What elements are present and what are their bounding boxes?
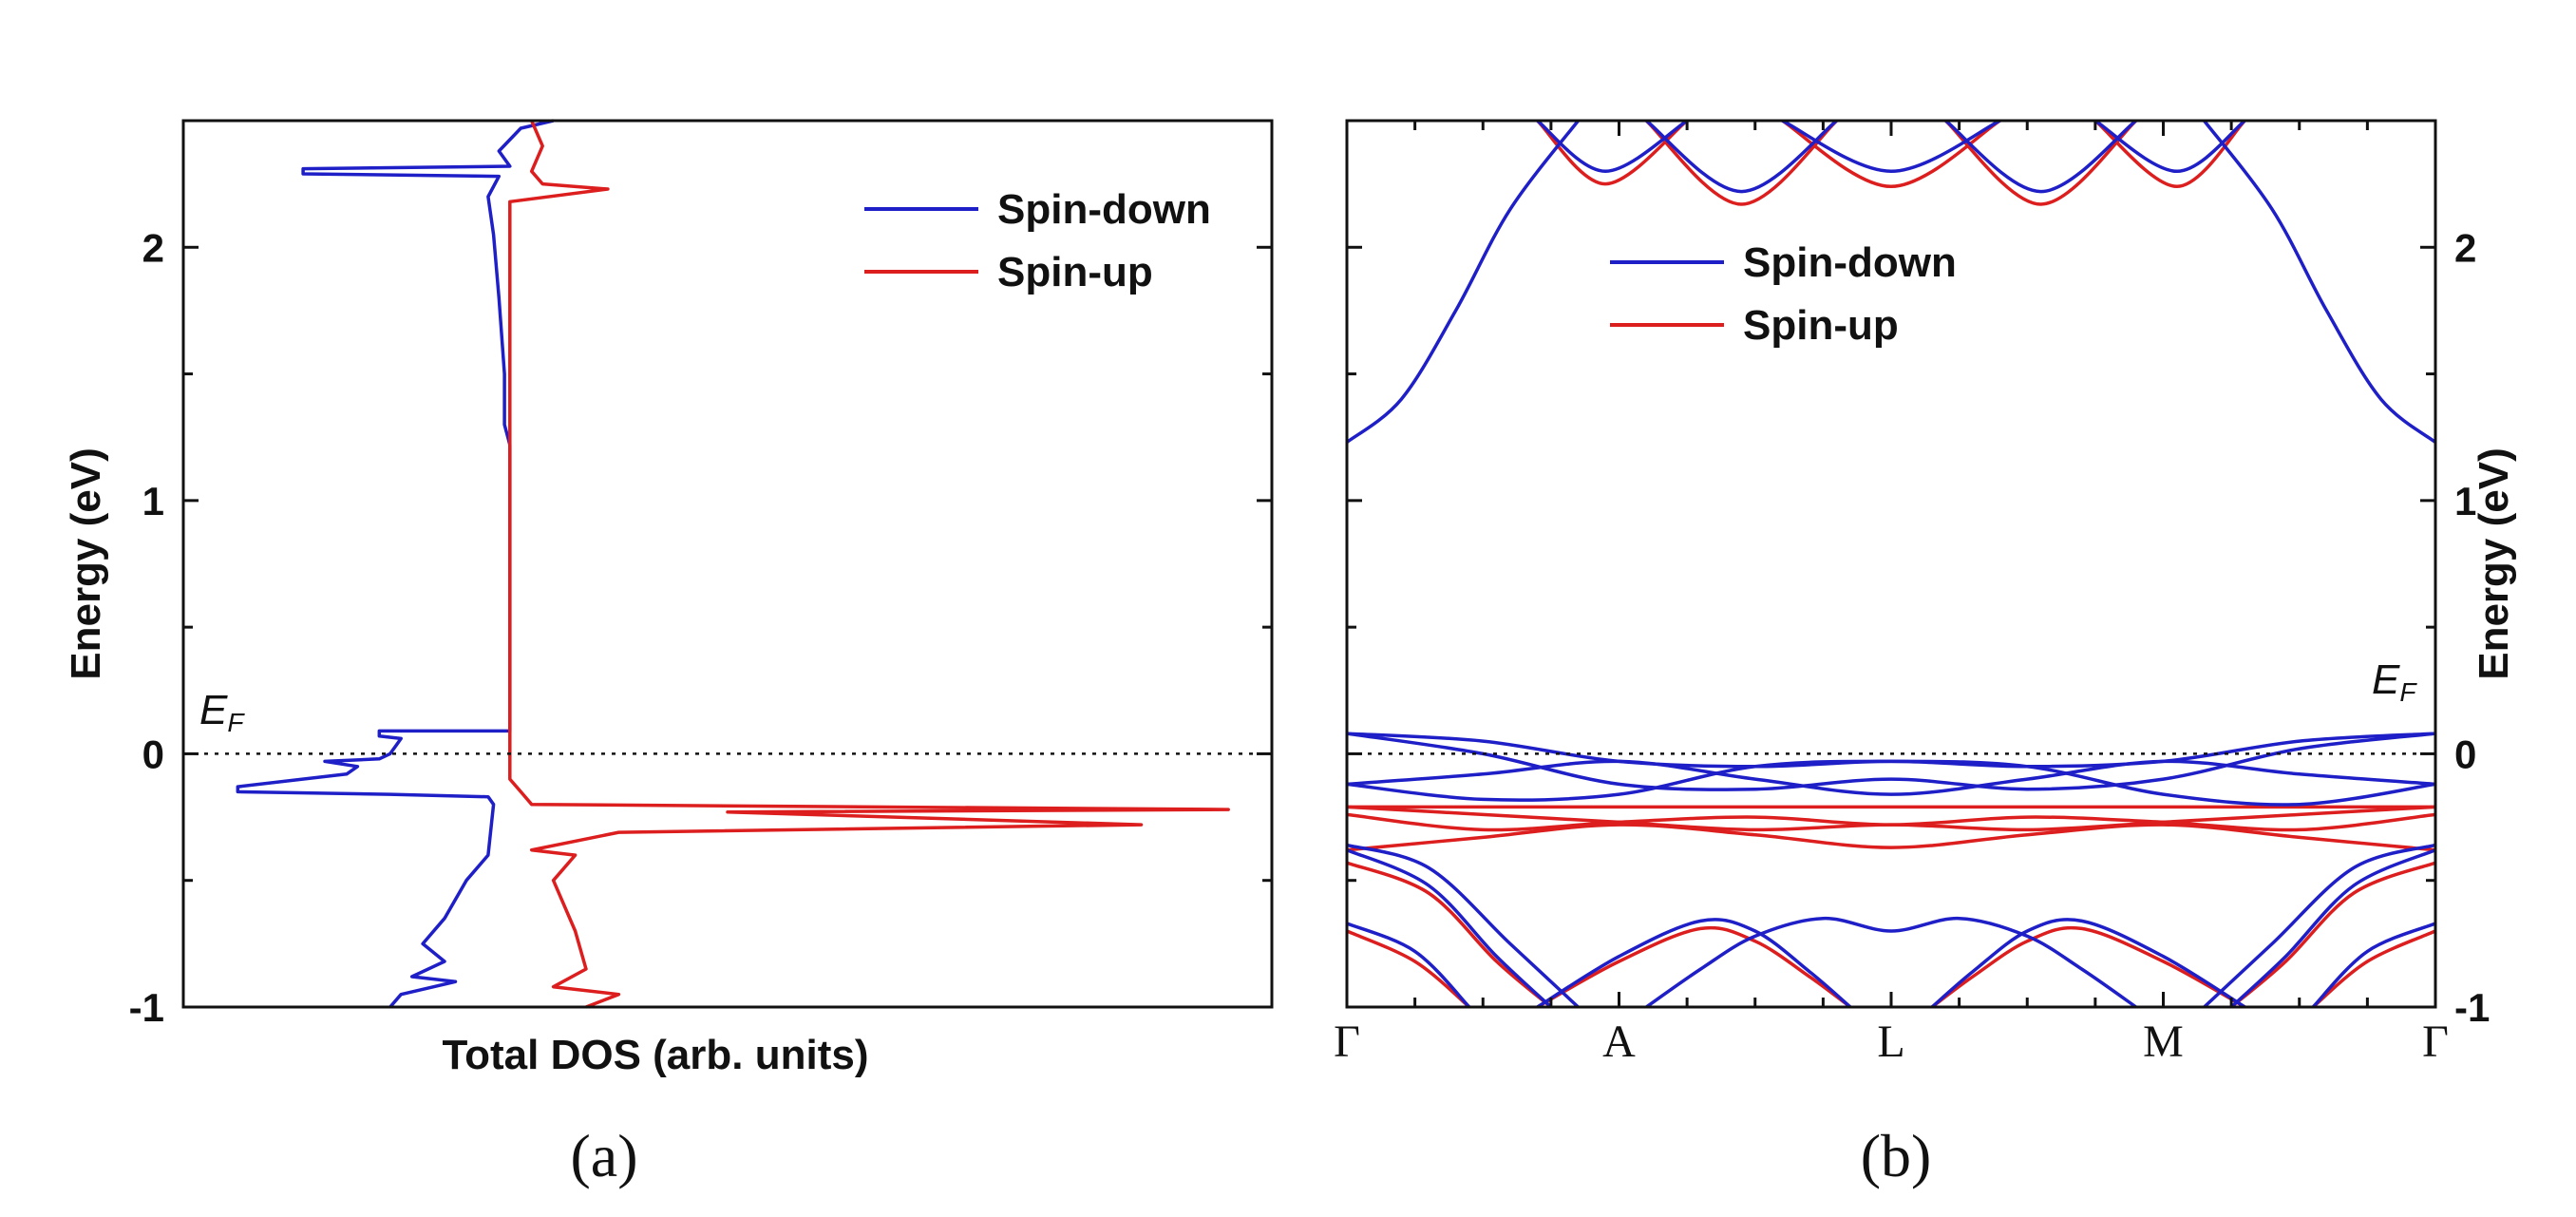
legend-label: Spin-up (1743, 302, 1899, 349)
band-spin-down (1347, 843, 1580, 1007)
y-tick-label: 2 (2454, 225, 2476, 270)
legend-label: Spin-down (997, 186, 1211, 233)
y-tick-label: 0 (142, 732, 164, 776)
k-point-label: Γ (2422, 1017, 2449, 1067)
band-spin-down (1536, 121, 1689, 174)
band-spin-down (2093, 121, 2246, 174)
y-tick-label: 1 (142, 479, 164, 523)
band-spin-down (2203, 121, 2435, 444)
band-spin-up (1347, 929, 1471, 1007)
band-spin-up (2229, 861, 2435, 1007)
k-point-label: Γ (1334, 1017, 1360, 1067)
band-spin-down (1645, 916, 2137, 1007)
band-spin-down (1347, 732, 2435, 791)
y-tick-label: -1 (2454, 985, 2490, 1030)
y-tick-label: 2 (142, 225, 164, 270)
y-ticks-b: -1 0 1 2 (1347, 119, 2490, 1030)
band-spin-up (1347, 823, 2435, 852)
band-spin-up (1347, 861, 1553, 1007)
band-spin-up (1930, 925, 2246, 1007)
band-spin-down (1781, 121, 2001, 174)
band-spin-down (1536, 918, 1852, 1007)
fermi-label-b: EF (2372, 656, 2417, 707)
legend-a: Spin-down Spin-up (864, 186, 1211, 295)
band-spin-down (1930, 918, 2246, 1007)
panel-label-a: (a) (570, 1122, 637, 1189)
panel-a: -1 0 1 2 Energy (eV) Total DOS (arb. units)… (63, 119, 1274, 1189)
band-spin-down (1347, 759, 2435, 807)
dos-curve-spin-up (508, 120, 1230, 1009)
band-spin-down (1347, 848, 1553, 1007)
legend-label: Spin-up (997, 249, 1153, 295)
k-point-label: M (2143, 1017, 2184, 1067)
y-tick-label: 1 (2454, 479, 2476, 523)
legend-b: Spin-down Spin-up (1610, 239, 1957, 349)
band-spin-down (1347, 922, 1471, 1007)
fermi-label-sub: F (227, 708, 245, 737)
band-curves (1347, 121, 2435, 1007)
band-spin-down (2203, 843, 2435, 1007)
band-spin-up (2311, 929, 2435, 1007)
k-point-label: A (1602, 1017, 1636, 1067)
band-spin-up (2093, 121, 2246, 189)
band-spin-up (1536, 121, 1689, 186)
fermi-label-main: E (199, 687, 228, 733)
dos-curve-spin-down (236, 119, 554, 1009)
plot-frame-a (181, 119, 1274, 1009)
x-axis-label-a: Total DOS (arb. units) (443, 1032, 869, 1078)
legend-label: Spin-down (1743, 239, 1957, 286)
fermi-label-sub: F (2399, 677, 2417, 707)
dos-curves (236, 119, 1230, 1009)
fermi-label-a: EF (199, 687, 245, 737)
band-spin-up (1347, 812, 2435, 832)
band-spin-down (1347, 759, 2435, 796)
y-ticks-a: -1 0 1 2 (129, 119, 1272, 1030)
y-axis-label-b: Energy (eV) (2471, 447, 2517, 680)
band-spin-down (2229, 848, 2435, 1007)
band-spin-up (1944, 121, 2137, 206)
panel-label-b: (b) (1861, 1122, 1932, 1189)
fermi-label-main: E (2372, 656, 2400, 703)
band-spin-down (1347, 121, 1580, 444)
band-spin-up (1781, 121, 2001, 189)
band-spin-down (2311, 922, 2435, 1007)
y-tick-label: -1 (129, 985, 164, 1030)
y-tick-label: 0 (2454, 732, 2476, 776)
band-spin-down (1944, 121, 2137, 194)
band-spin-up (1536, 925, 1852, 1007)
y-axis-label-a: Energy (eV) (63, 447, 109, 680)
k-point-label: L (1877, 1017, 1904, 1067)
